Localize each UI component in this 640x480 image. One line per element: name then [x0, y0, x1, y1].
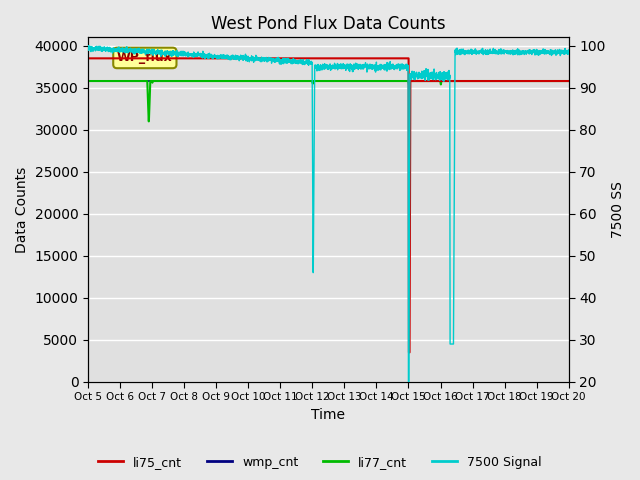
wmp_cnt [565, 78, 573, 84]
wmp_cnt [84, 78, 92, 84]
li77_cnt [565, 78, 573, 84]
li75_cnt [556, 78, 563, 84]
Line: 7500 Signal: 7500 Signal [88, 46, 569, 382]
li77_cnt [289, 78, 297, 84]
wmp_cnt [269, 78, 276, 84]
li77_cnt [145, 119, 152, 124]
Y-axis label: 7500 SS: 7500 SS [611, 181, 625, 238]
li75_cnt [405, 349, 413, 355]
li75_cnt [504, 78, 511, 84]
li75_cnt [565, 78, 573, 84]
Y-axis label: Data Counts: Data Counts [15, 167, 29, 252]
li75_cnt [168, 56, 175, 61]
wmp_cnt [504, 78, 511, 84]
X-axis label: Time: Time [312, 408, 346, 422]
7500 Signal [168, 54, 175, 60]
li77_cnt [139, 78, 147, 84]
li77_cnt [556, 78, 563, 84]
7500 Signal [504, 50, 511, 56]
7500 Signal [84, 43, 92, 48]
li77_cnt [269, 78, 276, 84]
7500 Signal [565, 47, 573, 53]
7500 Signal [556, 50, 563, 56]
li77_cnt [168, 78, 175, 84]
wmp_cnt [289, 78, 297, 84]
li77_cnt [84, 78, 92, 84]
li77_cnt [504, 78, 511, 84]
Title: West Pond Flux Data Counts: West Pond Flux Data Counts [211, 15, 445, 33]
Line: li75_cnt: li75_cnt [88, 59, 569, 352]
wmp_cnt [168, 78, 175, 84]
Line: li77_cnt: li77_cnt [88, 81, 569, 121]
7500 Signal [84, 48, 92, 53]
7500 Signal [140, 47, 147, 53]
7500 Signal [269, 56, 276, 61]
li75_cnt [84, 56, 92, 61]
wmp_cnt [556, 78, 563, 84]
Text: WP_flux: WP_flux [117, 51, 173, 64]
Legend: li75_cnt, wmp_cnt, li77_cnt, 7500 Signal: li75_cnt, wmp_cnt, li77_cnt, 7500 Signal [93, 451, 547, 474]
li75_cnt [269, 56, 276, 61]
li75_cnt [139, 56, 147, 61]
wmp_cnt [139, 78, 147, 84]
7500 Signal [289, 60, 297, 66]
li75_cnt [289, 56, 297, 61]
7500 Signal [404, 379, 412, 384]
